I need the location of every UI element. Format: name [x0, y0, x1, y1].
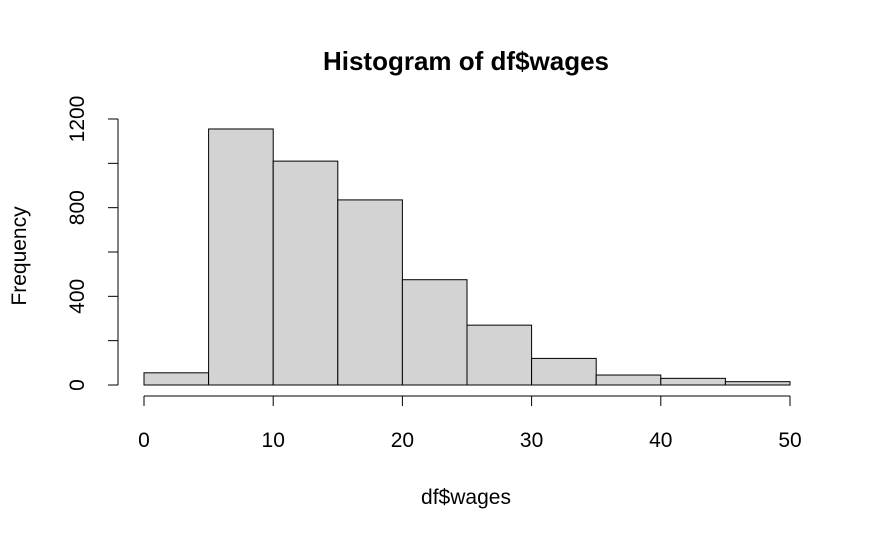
x-axis: 0 10 20 30 40 50	[138, 395, 802, 452]
bars	[143, 128, 791, 386]
x-tick-label: 20	[391, 429, 414, 452]
x-tick-label: 50	[778, 429, 801, 452]
x-tick-label: 40	[649, 429, 672, 452]
histogram-bar-5	[466, 324, 533, 386]
y-tick-label: 400	[66, 279, 89, 314]
x-axis-label: df$wages	[421, 486, 511, 509]
x-tick-label: 30	[520, 429, 543, 452]
histogram-bar-9	[724, 381, 791, 386]
chart-title: Histogram of df$wages	[323, 46, 609, 76]
histogram-bar-0	[143, 372, 210, 386]
y-tick-label: 1200	[66, 96, 89, 143]
x-tick-label: 0	[138, 429, 150, 452]
histogram-bar-1	[208, 128, 274, 386]
histogram-bar-7	[595, 374, 662, 386]
histogram-bar-4	[401, 279, 468, 386]
y-tick-label: 0	[66, 379, 89, 391]
histogram-bar-2	[272, 160, 339, 386]
x-tick-label: 10	[262, 429, 285, 452]
y-axis-label: Frequency	[8, 206, 31, 306]
y-axis: 0 400 800 1200	[66, 96, 119, 391]
histogram-bar-8	[660, 377, 726, 386]
histogram-bar-6	[531, 357, 597, 386]
histogram-bar-3	[337, 199, 403, 386]
y-tick-label: 800	[66, 190, 89, 225]
